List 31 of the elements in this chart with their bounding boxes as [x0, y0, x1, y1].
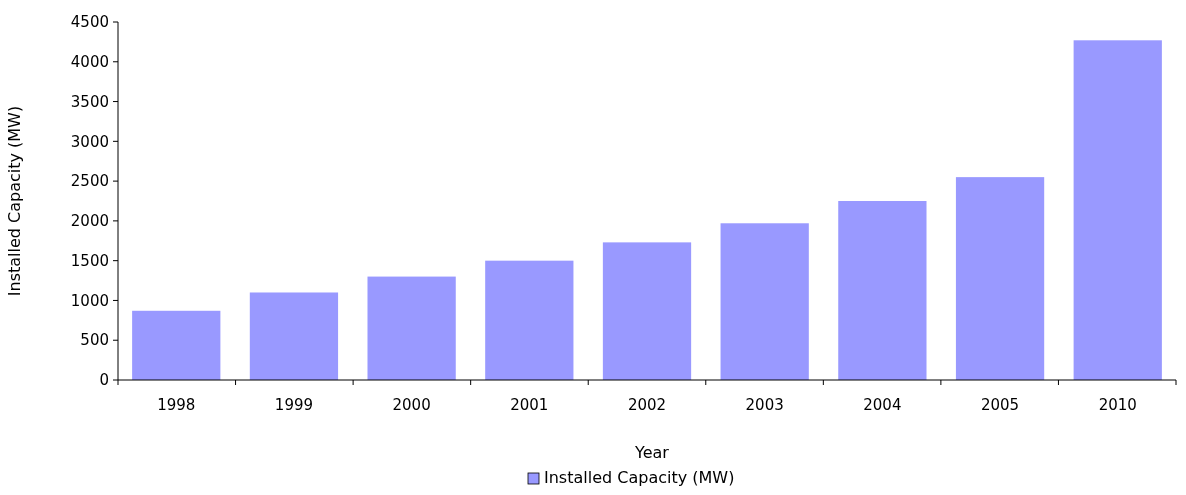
- bar: [955, 177, 1045, 380]
- bar: [367, 276, 456, 380]
- bar: [485, 260, 574, 380]
- y-tick-label: 3000: [70, 132, 109, 151]
- x-tick-label: 1999: [274, 396, 314, 414]
- bar: [1073, 40, 1162, 380]
- bar: [720, 223, 809, 380]
- y-tick-label: 3500: [70, 92, 109, 111]
- x-tick-label: 2001: [510, 396, 549, 414]
- y-axis-title: Installed Capacity (MW): [5, 105, 24, 297]
- y-tick-label: 2000: [70, 212, 109, 231]
- x-tick-label: 2010: [1098, 396, 1137, 414]
- bar: [132, 310, 221, 380]
- x-tick-label: 2000: [392, 396, 431, 414]
- y-tick-label: 2500: [70, 172, 109, 191]
- x-tick-label: 1998: [157, 396, 196, 414]
- y-tick-label: 4500: [70, 13, 109, 32]
- y-tick-label: 1000: [70, 291, 109, 310]
- x-axis-title: Year: [634, 443, 670, 462]
- x-tick-label: 2002: [627, 396, 667, 414]
- x-tick-label: 2005: [980, 396, 1020, 414]
- y-tick-label: 1500: [70, 251, 109, 270]
- x-tick-label: 2004: [863, 396, 902, 414]
- x-tick-label: 2003: [745, 396, 784, 414]
- y-tick-label: 500: [80, 331, 109, 350]
- y-tick-label: 0: [99, 371, 109, 390]
- legend-label: Installed Capacity (MW): [544, 468, 735, 487]
- y-tick-label: 4000: [70, 53, 109, 72]
- bar: [602, 242, 692, 380]
- bar: [838, 201, 927, 380]
- bar: [249, 292, 339, 380]
